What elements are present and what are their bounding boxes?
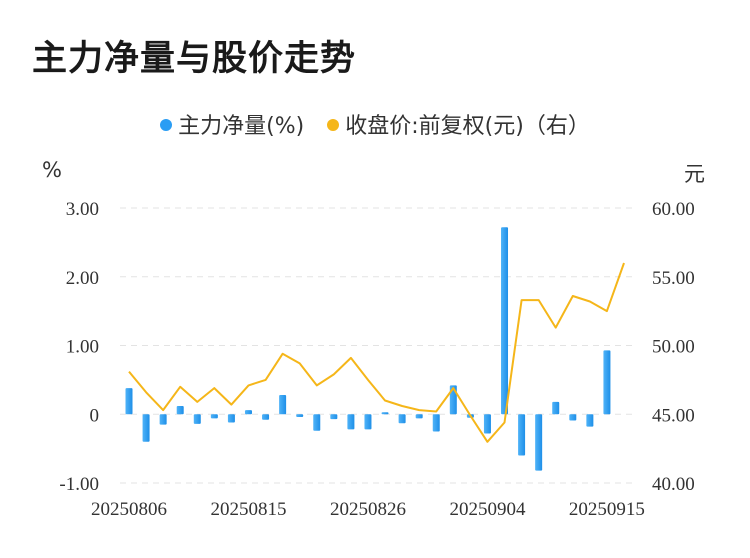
right-axis-unit: 元 [684,162,705,186]
bar-net-volume [586,414,594,427]
bar-net-volume [176,406,184,415]
y-right-tick-label: 40.00 [652,474,695,495]
bar-net-volume [535,414,543,471]
bar-net-volume [552,401,560,415]
left-axis-unit: % [42,158,62,182]
chart-title: 主力净量与股价走势 [32,39,357,79]
bar-net-volume [398,414,406,424]
bar-net-volume [381,412,389,415]
legend-dot-net-volume [160,119,173,131]
y-left-tick-label: 1.00 [66,337,99,358]
y-right-tick-label: 50.00 [652,337,695,358]
y-left-tick-label: 0 [90,405,100,426]
bar-net-volume [210,414,218,419]
bar-net-volume [415,414,423,419]
legend-label-net-volume: 主力净量(%) [178,114,305,139]
bar-net-volume [603,350,611,415]
bar-net-volume [296,414,304,417]
bar-net-volume [227,414,235,423]
bar-net-volume [330,414,338,420]
bar-net-volume [347,414,355,430]
x-tick-label: 20250806 [91,499,167,520]
bar-net-volume [125,388,133,415]
bar-net-volume [159,414,167,425]
bar-net-volume [518,414,526,456]
x-tick-label: 20250904 [449,499,526,520]
bar-net-volume [262,414,270,420]
chart-legend: 主力净量(%) 收盘价:前复权(元)（右） [0,108,750,140]
y-left-tick-label: 3.00 [66,199,99,220]
y-left-tick-label: 2.00 [66,268,99,289]
line-close-price [128,262,625,443]
bar-net-volume [364,414,372,430]
legend-item-net-volume[interactable]: 主力净量(%) [160,108,304,140]
bar-net-volume [193,414,201,424]
bar-net-volume [313,414,321,431]
legend-label-close-price: 收盘价:前复权(元)（右） [345,114,590,139]
bar-net-volume [501,227,509,415]
bar-net-volume [279,395,287,415]
y-right-tick-label: 55.00 [652,268,695,289]
y-right-tick-label: 60.00 [652,199,695,220]
bar-net-volume [569,414,577,421]
x-tick-label: 20250826 [330,499,406,520]
legend-dot-close-price [327,119,340,131]
y-right-tick-label: 45.00 [652,405,695,426]
x-tick-label: 20250915 [569,499,645,520]
x-tick-label: 20250815 [210,499,286,520]
legend-item-close-price[interactable]: 收盘价:前复权(元)（右） [327,108,590,140]
bar-net-volume [142,414,150,442]
bar-net-volume [432,414,440,432]
bar-net-volume [244,410,252,415]
y-left-tick-label: -1.00 [59,474,99,495]
bar-net-volume [483,414,491,434]
